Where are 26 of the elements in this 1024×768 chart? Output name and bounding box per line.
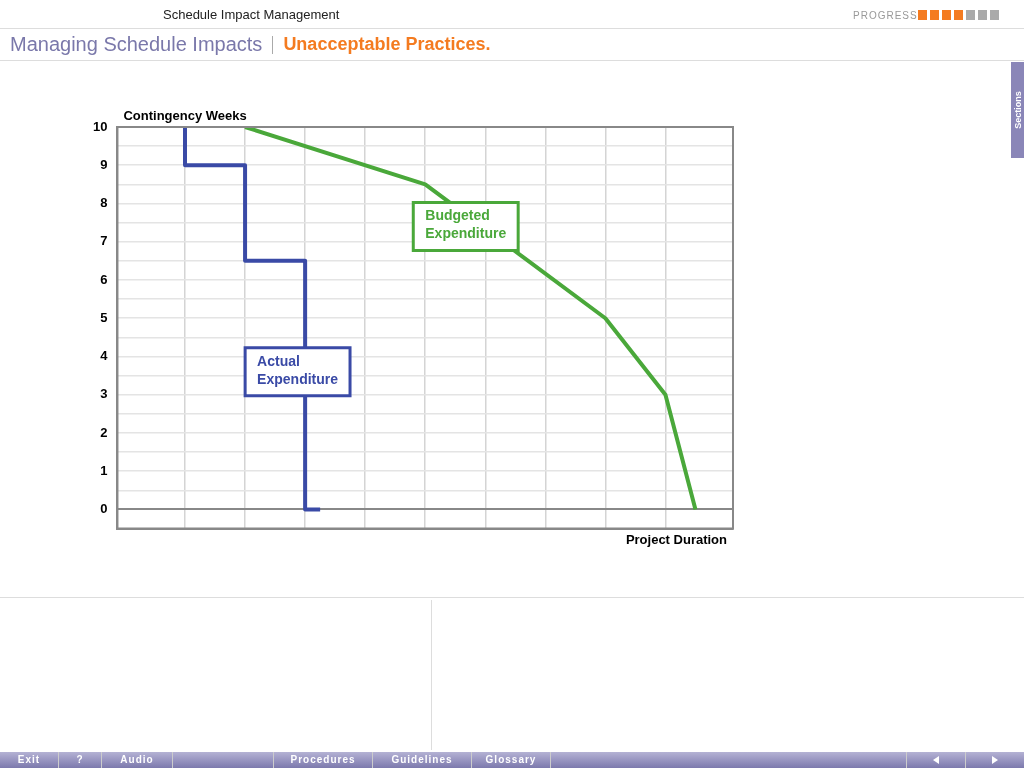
- series-label: Budgeted Expenditure: [425, 207, 507, 242]
- text: ?: [59, 752, 102, 768]
- y-tick-label: 3: [100, 386, 108, 402]
- y-tick-label: 0: [100, 501, 108, 517]
- x-axis-title: Project Duration: [625, 531, 728, 547]
- text: Exit: [0, 752, 59, 768]
- y-tick-label: 7: [100, 233, 108, 249]
- text: Glossary: [472, 752, 551, 768]
- y-tick-label: 6: [100, 271, 108, 287]
- series-label: Actual Expenditure: [257, 352, 339, 387]
- chart-subtitle: Unacceptable Practices.: [283, 34, 491, 55]
- text: Audio: [102, 752, 173, 768]
- y-tick-label: 4: [100, 348, 109, 364]
- y-tick-label: 10: [92, 118, 108, 134]
- y-tick-label: 9: [100, 156, 108, 172]
- text: Guidelines: [373, 752, 472, 768]
- y-tick-label: 1: [100, 462, 108, 478]
- text: Sections: [1013, 91, 1023, 129]
- y-tick-label: 8: [100, 195, 108, 211]
- y-tick-label: 2: [100, 424, 108, 440]
- y-axis-title: Contingency Weeks: [123, 108, 247, 124]
- y-tick-label: 5: [100, 309, 108, 325]
- chart-title: Managing Schedule Impacts: [10, 33, 263, 56]
- text: PROGRESS: [853, 10, 918, 21]
- text: Procedures: [274, 752, 373, 768]
- text: Schedule Impact Management: [163, 7, 340, 22]
